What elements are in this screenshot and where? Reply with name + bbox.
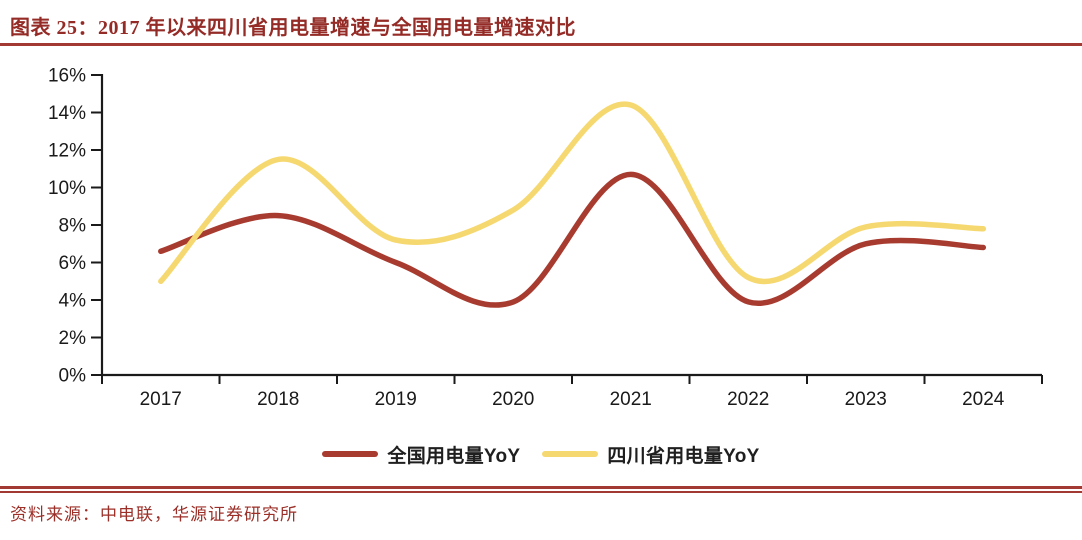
x-axis-tick-label: 2022	[727, 389, 769, 410]
x-axis-tick-label: 2023	[845, 389, 887, 410]
y-axis-tick-label: 4%	[59, 291, 87, 312]
y-axis-tick-label: 14%	[48, 103, 86, 124]
x-axis-tick-label: 2017	[140, 389, 182, 410]
title-rule	[0, 43, 1082, 46]
series-line-sichuan	[158, 101, 987, 285]
x-axis-tick-label: 2020	[492, 389, 534, 410]
chart-legend: 全国用电量YoY 四川省用电量YoY	[0, 441, 1082, 467]
chart-canvas: 0% 2% 4% 6% 8% 10% 12% 14% 16% 2017 2018 2019 2020 20…	[48, 66, 1043, 410]
y-axis-tick-label: 12%	[48, 141, 86, 162]
legend-item-national: 全国用电量YoY	[322, 441, 520, 468]
legend-item-sichuan: 四川省用电量YoY	[542, 441, 759, 468]
y-axis-tick-label: 10%	[48, 178, 86, 199]
legend-label-sichuan: 四川省用电量YoY	[607, 445, 760, 467]
source-text: 资料来源：中电联，华源证券研究所	[10, 505, 298, 524]
source-rule-thin	[0, 491, 1082, 493]
x-axis-tick-label: 2024	[962, 389, 1005, 410]
legend-label-national: 全国用电量YoY	[387, 445, 521, 467]
figure-title: 图表 25：2017 年以来四川省用电量增速与全国用电量增速对比	[10, 17, 576, 39]
legend-line-sichuan-icon	[542, 451, 599, 457]
y-axis-tick-label: 16%	[48, 66, 86, 87]
legend-line-national-icon	[322, 451, 379, 457]
series-line-national	[158, 171, 987, 308]
x-axis-tick-label: 2021	[610, 389, 652, 410]
x-axis-tick-label: 2018	[257, 389, 299, 410]
source-rule-thick	[0, 486, 1082, 489]
y-axis-tick-label: 0%	[59, 366, 87, 387]
y-axis-tick-label: 8%	[59, 216, 87, 237]
x-axis-tick-label: 2019	[375, 389, 417, 410]
y-axis-tick-label: 6%	[59, 253, 87, 274]
y-axis-tick-label: 2%	[59, 328, 87, 349]
